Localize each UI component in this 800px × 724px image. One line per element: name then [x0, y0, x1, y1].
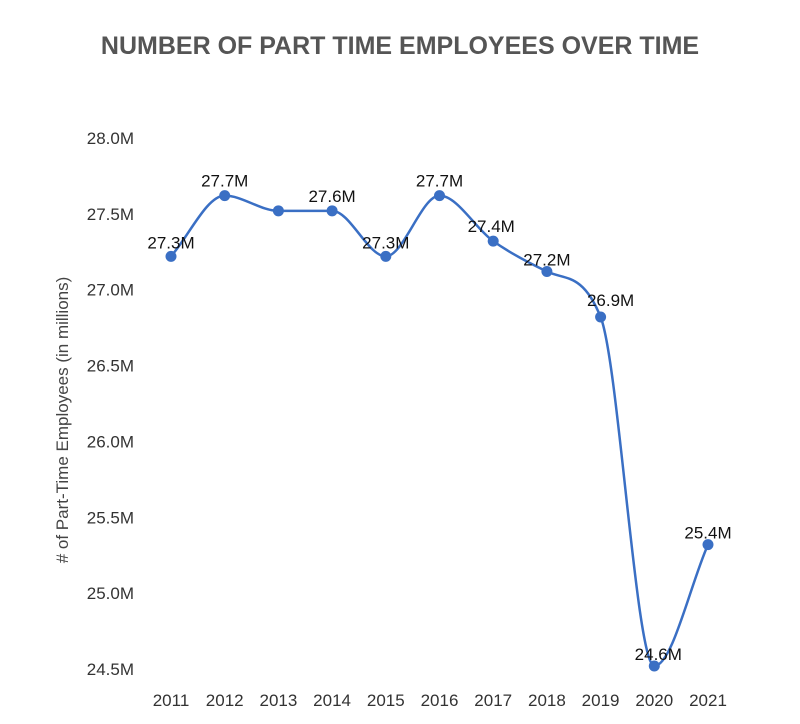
- x-tick-label: 2015: [367, 691, 405, 710]
- x-tick-label: 2011: [153, 691, 190, 710]
- data-point: [541, 266, 553, 278]
- x-tick-label: 2014: [313, 691, 351, 710]
- x-axis-ticks: 2011 2012 2013 2014 2015 2016 2017 2018 2019 2020…: [153, 691, 727, 710]
- y-tick-label: 25.5M: [87, 508, 134, 527]
- data-label: 27.7M: [416, 172, 463, 191]
- chart-title: NUMBER OF PART TIME EMPLOYEES OVER TIME: [101, 32, 699, 60]
- data-label: 27.4M: [468, 217, 515, 236]
- data-label: 27.6M: [308, 187, 355, 206]
- data-label: 27.7M: [201, 172, 248, 191]
- data-point: [648, 660, 660, 672]
- y-tick-label: 27.5M: [87, 205, 134, 224]
- y-tick-label: 26.5M: [87, 357, 134, 376]
- data-point: [434, 190, 445, 202]
- data-point: [702, 539, 714, 551]
- data-labels: 27.3M 27.7M 27.6M 27.3M 27.7M 27.4M 27.2M 26.9M…: [147, 172, 731, 664]
- data-label: 27.2M: [523, 251, 570, 270]
- points-layer: [165, 190, 714, 672]
- x-tick-label: 2016: [421, 691, 459, 710]
- series-line: [170, 194, 710, 668]
- data-label: 27.3M: [147, 233, 194, 252]
- data-point: [487, 235, 499, 247]
- y-axis-label: # of Part-Time Employees (in millions): [53, 277, 72, 564]
- data-label: 24.6M: [635, 645, 682, 664]
- x-tick-label: 2017: [474, 691, 512, 710]
- y-tick-label: 25.0M: [87, 584, 134, 603]
- y-tick-label: 26.0M: [87, 432, 134, 451]
- series-layer: [170, 194, 710, 668]
- x-tick-label: 2013: [259, 691, 297, 710]
- data-point: [326, 205, 338, 217]
- data-label: 25.4M: [684, 524, 731, 543]
- x-tick-label: 2012: [206, 691, 244, 710]
- data-point: [380, 250, 392, 262]
- y-axis-ticks: 28.0M 27.5M 27.0M 26.5M 26.0M 25.5M 25.0M 24.5M: [87, 129, 134, 679]
- y-tick-label: 27.0M: [87, 281, 134, 300]
- data-label: 27.3M: [362, 233, 409, 252]
- data-point: [272, 205, 284, 217]
- x-tick-label: 2021: [689, 691, 727, 710]
- data-point: [165, 250, 177, 262]
- y-tick-label: 24.5M: [87, 660, 134, 679]
- data-point: [595, 311, 607, 323]
- data-label: 26.9M: [587, 291, 634, 310]
- data-point: [219, 190, 231, 202]
- x-tick-label: 2019: [582, 691, 620, 710]
- x-tick-label: 2020: [635, 691, 673, 710]
- x-tick-label: 2018: [528, 691, 566, 710]
- y-tick-label: 28.0M: [87, 129, 134, 148]
